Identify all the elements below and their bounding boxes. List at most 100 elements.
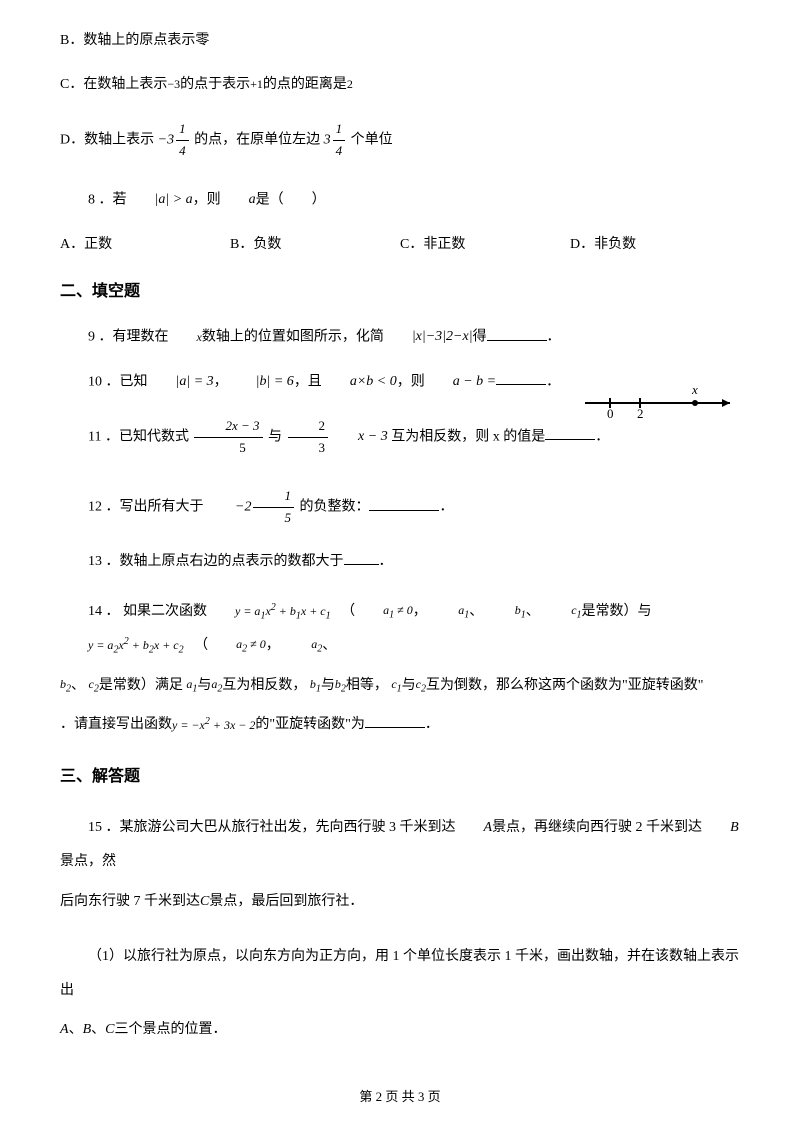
question-8: 8 ．若|a| > a，则a是（ ）	[60, 189, 740, 212]
den: 5	[194, 438, 262, 459]
text: 14 ． 如果二次函数	[88, 604, 207, 619]
neg: −2	[235, 500, 251, 515]
opt-c: C．非正数	[400, 234, 570, 256]
t: ≠ 0	[394, 603, 413, 617]
title: 二、填空题	[60, 283, 140, 300]
text: 15 ．某旅游公司大巴从旅行社出发，先向西行驶 3 千米到达	[88, 820, 456, 835]
text: 的点于表示	[180, 77, 250, 92]
sep: 与	[197, 678, 211, 693]
sep: ，	[214, 374, 228, 389]
label: A．正数	[60, 237, 112, 252]
text: 是常数）与	[582, 604, 652, 619]
math: a×b < 0	[322, 371, 397, 393]
opt-b: B．负数	[230, 234, 400, 256]
den: 5	[253, 508, 294, 529]
math: b2	[60, 670, 71, 701]
math: |a| > a	[127, 189, 193, 211]
option-c: C．在数轴上表示−3的点于表示+1的点的距离是2	[60, 74, 740, 96]
text: 的点的距离是	[263, 77, 347, 92]
num: 1	[253, 486, 294, 508]
math: a1	[186, 670, 197, 701]
t: y = −x	[172, 718, 205, 732]
period: ．	[547, 330, 561, 345]
text: 12 ．写出所有大于	[88, 500, 204, 515]
math: c2	[89, 670, 99, 701]
fraction: 14	[176, 119, 189, 162]
t: y = a	[235, 604, 260, 618]
label: C．非正数	[400, 237, 465, 252]
math-frac: −314	[158, 119, 191, 162]
sep: 、	[469, 604, 483, 619]
var: C	[200, 885, 209, 919]
period: ．	[425, 717, 439, 732]
question-15-line2: 后向东行驶 7 千米到达C景点，最后回到旅行社．	[60, 885, 740, 919]
period: ．	[439, 500, 453, 515]
period: ．	[595, 429, 609, 444]
math: c1	[543, 596, 581, 627]
text: 三个景点的位置．	[114, 1022, 226, 1037]
math: |b| = 6	[228, 371, 294, 393]
math: b1	[487, 596, 526, 627]
text: 的点，在原单位左边	[194, 132, 320, 147]
math: y = a2x2 + b2x + c2	[60, 630, 184, 662]
math: −3	[167, 77, 180, 91]
t: + 3x − 2	[210, 718, 256, 732]
text: C．在数轴上表示	[60, 77, 167, 92]
number-line-svg: 0 2 x	[580, 378, 740, 418]
text: 景点，最后回到旅行社．	[209, 894, 363, 909]
math: a − b =	[425, 371, 496, 393]
var: A	[456, 811, 493, 845]
tick-2: 2	[637, 406, 644, 418]
label: B．负数	[230, 237, 281, 252]
paren: （	[201, 638, 208, 653]
math: c1	[391, 670, 401, 701]
num: 1	[333, 119, 346, 141]
math: y = a1x2 + b1x + c1	[207, 596, 331, 628]
sep: ，	[413, 604, 427, 619]
math: 2	[347, 77, 353, 91]
text: 相等，	[346, 678, 388, 693]
math: a2	[211, 670, 222, 701]
t: x + c	[301, 604, 326, 618]
pos: 3	[324, 132, 331, 147]
math: a2	[283, 630, 322, 661]
num: 1	[176, 119, 189, 141]
var: B	[702, 811, 739, 845]
tick-0: 0	[607, 406, 614, 418]
sep: ，	[266, 638, 280, 653]
blank	[369, 497, 439, 511]
label: D．非负数	[570, 237, 636, 252]
text: 互为相反数，则 x 的值是	[391, 429, 545, 444]
math: +1	[250, 77, 263, 91]
paren: （	[348, 604, 355, 619]
text: （1）以旅行社为原点，以向东方向为正方向，用 1 个单位长度表示 1 千米，画出…	[60, 949, 739, 998]
text: 后向东行驶 7 千米到达	[60, 894, 200, 909]
text: 互为倒数，那么称这两个函数为"亚旋转函数"	[426, 678, 703, 693]
page-footer: 第 2 页 共 3 页	[0, 1087, 800, 1108]
question-9: 9 ．有理数在x数轴上的位置如图所示，化简|x|−3|2−x|得．	[60, 326, 740, 349]
section-2-title: 二、填空题	[60, 279, 740, 305]
tick-x: x	[691, 382, 698, 397]
t: + b	[129, 638, 149, 652]
text: 是常数）满足	[99, 678, 183, 693]
text: ，则	[193, 193, 221, 208]
den: 4	[176, 141, 189, 162]
section-3-title: 三、解答题	[60, 764, 740, 790]
math: c2	[416, 670, 426, 701]
sub: 2	[179, 644, 184, 655]
sep: ，且	[294, 374, 322, 389]
text: 与	[268, 429, 282, 444]
number-line-figure: 0 2 x	[580, 378, 740, 426]
num: 2x − 3	[194, 416, 262, 438]
text: 9 ．有理数在	[88, 330, 169, 345]
option-b-text: B．数轴上的原点表示零	[60, 33, 209, 48]
blank	[344, 551, 379, 565]
text: 互为相反数，	[222, 678, 306, 693]
title: 三、解答题	[60, 768, 140, 785]
text: 的负整数：	[299, 500, 369, 515]
fraction: 23	[288, 416, 329, 459]
neg: −3	[158, 132, 174, 147]
sep: ，则	[397, 374, 425, 389]
blank	[487, 327, 547, 341]
text: 数轴上的位置如图所示，化简	[202, 330, 384, 345]
